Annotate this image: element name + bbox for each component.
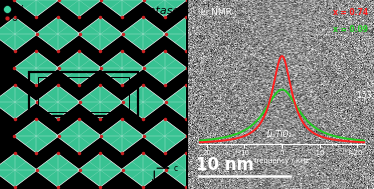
Text: x = 0.09: x = 0.09 xyxy=(334,25,368,34)
Polygon shape xyxy=(0,17,37,51)
Polygon shape xyxy=(0,85,37,119)
Text: Ti: Ti xyxy=(12,5,19,14)
Polygon shape xyxy=(142,0,187,17)
Polygon shape xyxy=(121,17,166,51)
Polygon shape xyxy=(56,51,101,85)
Text: O: O xyxy=(12,14,18,23)
Polygon shape xyxy=(78,153,123,187)
Text: ⁷Li NMR: ⁷Li NMR xyxy=(197,8,232,17)
Polygon shape xyxy=(14,0,59,17)
Bar xyxy=(38,77,129,112)
Polygon shape xyxy=(78,17,123,51)
Polygon shape xyxy=(142,119,187,153)
Polygon shape xyxy=(99,51,144,85)
Polygon shape xyxy=(35,153,80,187)
Bar xyxy=(29,72,138,116)
Text: Anatase: Anatase xyxy=(135,6,180,16)
Text: -2: -2 xyxy=(16,15,21,19)
Text: 10 nm: 10 nm xyxy=(196,156,254,174)
Polygon shape xyxy=(99,119,144,153)
Polygon shape xyxy=(163,17,208,51)
Polygon shape xyxy=(35,85,80,119)
Polygon shape xyxy=(56,119,101,153)
Polygon shape xyxy=(121,153,166,187)
Text: c: c xyxy=(174,164,178,173)
Polygon shape xyxy=(14,51,59,85)
Polygon shape xyxy=(14,119,59,153)
Polygon shape xyxy=(163,153,208,187)
Text: +4: +4 xyxy=(17,5,25,10)
Polygon shape xyxy=(35,17,80,51)
Polygon shape xyxy=(0,153,37,187)
Text: b: b xyxy=(155,156,160,165)
Polygon shape xyxy=(78,85,123,119)
Text: x = 0.74: x = 0.74 xyxy=(333,8,368,17)
Polygon shape xyxy=(99,0,144,17)
Polygon shape xyxy=(121,85,166,119)
Polygon shape xyxy=(142,51,187,85)
Polygon shape xyxy=(56,0,101,17)
Polygon shape xyxy=(163,85,208,119)
